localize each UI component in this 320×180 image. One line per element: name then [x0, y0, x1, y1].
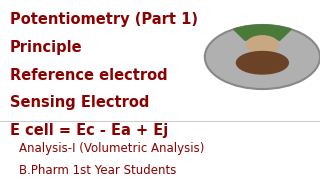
Text: Sensing Electrod: Sensing Electrod: [10, 95, 149, 110]
Circle shape: [205, 25, 320, 89]
Text: E cell = Ec - Ea + Ej: E cell = Ec - Ea + Ej: [10, 123, 168, 138]
Circle shape: [246, 36, 278, 54]
Wedge shape: [234, 25, 291, 40]
Ellipse shape: [236, 51, 288, 74]
Text: B.Pharm 1st Year Students: B.Pharm 1st Year Students: [19, 164, 177, 177]
Text: Principle: Principle: [10, 40, 82, 55]
Text: Analysis-I (Volumetric Analysis): Analysis-I (Volumetric Analysis): [19, 143, 204, 156]
Text: Potentiometry (Part 1): Potentiometry (Part 1): [10, 12, 198, 28]
Text: Reference electrod: Reference electrod: [10, 68, 167, 83]
